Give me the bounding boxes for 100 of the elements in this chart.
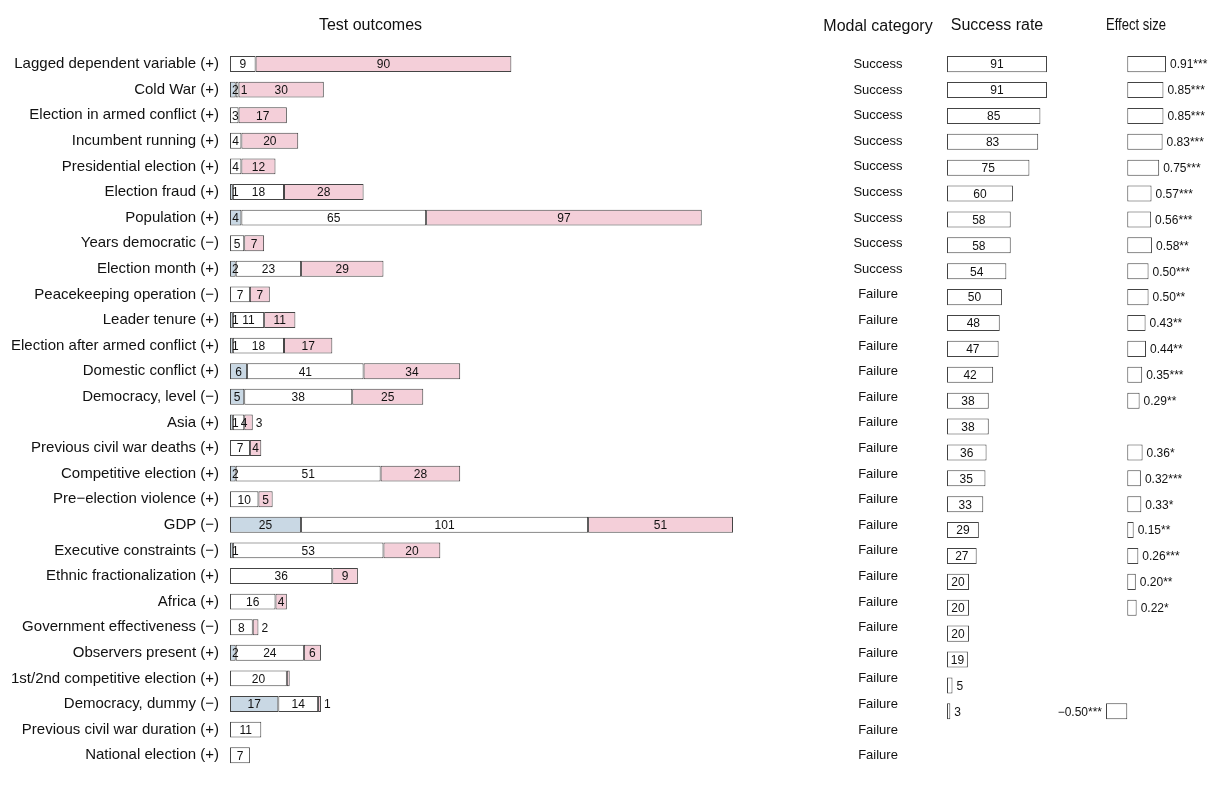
data-label: 20 <box>951 626 965 641</box>
data-label: 29 <box>956 523 970 538</box>
data-label: 0.83*** <box>1166 135 1205 150</box>
data-label: 5 <box>262 492 270 507</box>
y-tick-label: Domestic conflict (+) <box>82 361 220 379</box>
data-label: 2 <box>261 620 269 635</box>
y-tick-label: Africa (+) <box>157 591 220 609</box>
data-label: 6 <box>309 646 317 661</box>
text: Success <box>852 209 904 226</box>
data-label: 17 <box>247 697 262 712</box>
data-label: 9 <box>239 57 247 72</box>
text: Failure <box>857 516 899 533</box>
data-label: 0.91*** <box>1170 57 1208 72</box>
y-tick-label: Cold War (+) <box>134 79 220 97</box>
text: Success <box>852 107 904 124</box>
text: Success <box>852 235 904 252</box>
data-label: 58 <box>972 238 986 253</box>
y-tick-label: Democracy, dummy (−) <box>63 694 220 712</box>
data-label: 101 <box>434 518 455 533</box>
data-label: 0.29** <box>1143 393 1177 408</box>
data-label: 27 <box>955 549 969 564</box>
data-label: 20 <box>251 671 266 686</box>
data-label: 4 <box>232 159 240 174</box>
y-tick-label: Government effectiveness (−) <box>22 617 220 635</box>
data-label: 2 <box>232 466 240 481</box>
data-label: 20 <box>263 134 277 149</box>
data-label: 0.33* <box>1145 497 1174 512</box>
data-label: 7 <box>236 748 244 763</box>
data-label: 47 <box>966 342 980 357</box>
y-tick-label: Years democratic (−) <box>80 233 220 251</box>
text: Failure <box>857 721 899 738</box>
data-label: 65 <box>327 210 341 225</box>
y-tick-label: Election month (+) <box>96 258 220 276</box>
data-label: 6 <box>235 364 243 379</box>
data-label: 4 <box>252 441 260 456</box>
data-label: 91 <box>990 83 1004 98</box>
y-tick-label: Peacekeeping operation (−) <box>34 284 220 302</box>
data-label: 0.50** <box>1152 290 1186 305</box>
text: Failure <box>857 363 899 380</box>
y-tick-label: Presidential election (+) <box>61 156 220 174</box>
data-label: 34 <box>405 364 419 379</box>
data-label: 91 <box>990 57 1004 72</box>
data-label: 1 <box>232 543 240 558</box>
data-label: 7 <box>256 287 264 302</box>
data-label: 4 <box>277 594 285 609</box>
text: Failure <box>857 465 899 482</box>
data-label: 85 <box>987 109 1001 124</box>
data-label: 97 <box>557 210 571 225</box>
data-label: 0.22* <box>1140 601 1169 616</box>
text: Success <box>852 184 904 200</box>
data-label: 36 <box>960 445 974 460</box>
data-label: 17 <box>301 338 316 353</box>
data-label: 20 <box>951 601 965 616</box>
data-label: 0.43** <box>1149 316 1183 331</box>
data-label: 0.56*** <box>1155 212 1193 227</box>
text: Failure <box>857 440 899 456</box>
y-tick-label: Leader tenure (+) <box>102 310 220 328</box>
data-label: 42 <box>963 368 978 383</box>
data-label: 0.57*** <box>1155 186 1194 201</box>
data-label: 11 <box>273 313 287 328</box>
y-tick-label: Democracy, level (−) <box>82 386 220 404</box>
data-label: 3 <box>232 108 240 123</box>
data-label: 28 <box>317 185 331 200</box>
data-label: 0.15** <box>1137 523 1171 538</box>
data-label: 12 <box>251 159 266 174</box>
y-tick-label: Previous civil war duration (+) <box>21 719 220 737</box>
y-tick-label: Previous civil war deaths (+) <box>31 438 220 456</box>
data-label: 20 <box>951 575 965 590</box>
data-label: 1 <box>323 697 331 712</box>
data-label: 90 <box>376 57 391 72</box>
text: Success <box>852 56 904 72</box>
y-tick-label: Incumbent running (+) <box>71 130 220 148</box>
data-label: 1 <box>240 82 248 97</box>
y-tick-label: Executive constraints (−) <box>54 540 220 558</box>
data-label: 38 <box>961 419 975 434</box>
data-label: 23 <box>261 262 276 277</box>
text: Failure <box>857 670 899 687</box>
data-label: 83 <box>985 135 1000 150</box>
data-label: 3 <box>255 415 263 430</box>
data-label: 0.35*** <box>1146 368 1184 383</box>
data-label: 36 <box>274 569 289 584</box>
y-tick-label: Asia (+) <box>166 412 220 430</box>
data-label: 38 <box>961 393 975 408</box>
data-label: 20 <box>405 543 419 558</box>
chart-title: Test outcomes <box>318 16 423 34</box>
y-tick-label: Election in armed conflict (+) <box>29 105 220 123</box>
data-label: 0.85*** <box>1167 83 1206 98</box>
data-label: 35 <box>959 471 974 486</box>
data-label: 2 <box>232 82 240 97</box>
text: Failure <box>857 491 899 508</box>
data-label: 11 <box>239 722 253 737</box>
data-label: 16 <box>246 594 260 609</box>
text: Failure <box>857 414 899 431</box>
text: Failure <box>857 312 899 328</box>
text: Success <box>852 132 904 149</box>
data-label: 9 <box>341 569 349 584</box>
y-tick-label: Population (+) <box>125 207 220 225</box>
data-label: 0.36* <box>1146 445 1175 460</box>
data-label: 54 <box>970 264 984 279</box>
data-label: 48 <box>966 316 981 331</box>
